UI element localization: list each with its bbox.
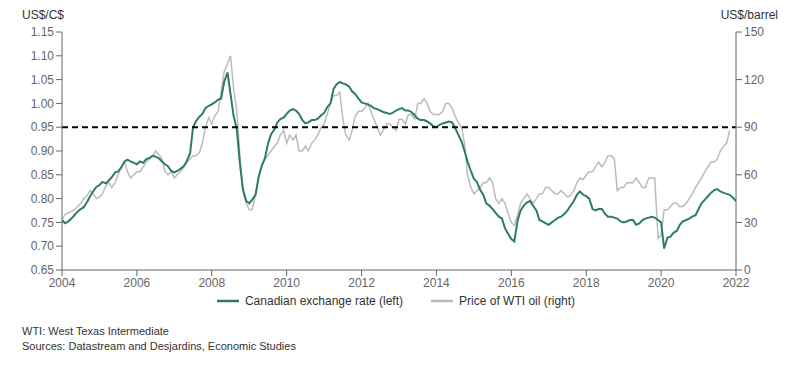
svg-text:1.10: 1.10 [31,49,55,63]
html-text:Sources: Datastream and Desjar: Sources: Datastream and Desjardins, Econ… [22,340,296,352]
svg-text:2006: 2006 [124,276,151,290]
svg-text:60: 60 [744,168,758,182]
html-text:Canadian exchange rate (left): Canadian exchange rate (left) [244,294,403,308]
html-text:US$/C$: US$/C$ [22,8,64,22]
svg-text:2014: 2014 [423,276,450,290]
svg-text:2012: 2012 [348,276,375,290]
svg-text:120: 120 [744,73,764,87]
svg-text:0.85: 0.85 [31,168,55,182]
html-text:US$/barrel: US$/barrel [720,8,778,22]
svg-text:2004: 2004 [49,276,76,290]
svg-text:2008: 2008 [198,276,225,290]
svg-text:1.00: 1.00 [31,97,55,111]
svg-text:0.65: 0.65 [31,263,55,277]
html-text:WTI: West Texas Intermediate: WTI: West Texas Intermediate [22,325,169,337]
svg-text:0.75: 0.75 [31,216,55,230]
svg-text:2016: 2016 [498,276,525,290]
svg-text:0.70: 0.70 [31,239,55,253]
svg-text:2022: 2022 [723,276,750,290]
svg-text:0.95: 0.95 [31,120,55,134]
svg-text:90: 90 [744,120,758,134]
svg-text:2020: 2020 [648,276,675,290]
svg-text:30: 30 [744,216,758,230]
svg-text:150: 150 [744,25,764,39]
svg-text:1.05: 1.05 [31,73,55,87]
svg-text:0: 0 [744,263,751,277]
svg-text:0.80: 0.80 [31,192,55,206]
svg-text:0.90: 0.90 [31,144,55,158]
html-text:Price of WTI oil (right): Price of WTI oil (right) [459,294,576,308]
svg-text:2018: 2018 [573,276,600,290]
svg-text:2010: 2010 [273,276,300,290]
svg-text:1.15: 1.15 [31,25,55,39]
